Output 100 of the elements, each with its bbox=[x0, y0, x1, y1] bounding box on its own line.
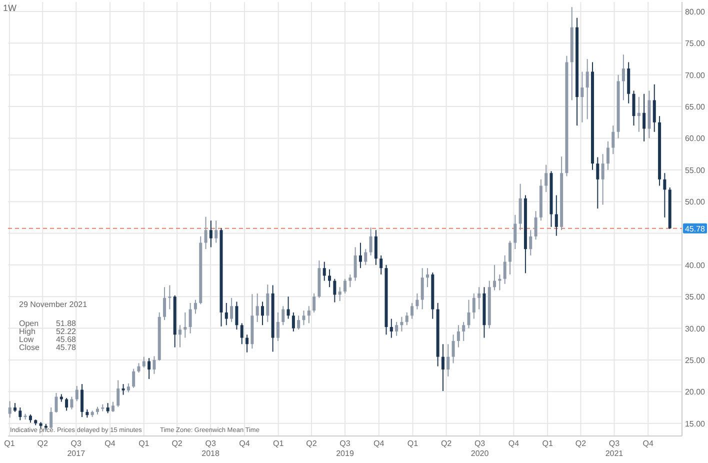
candlestick bbox=[302, 310, 306, 326]
candlestick bbox=[297, 315, 300, 330]
candlestick bbox=[416, 292, 419, 310]
candlestick bbox=[420, 268, 424, 310]
x-tick-label: Q4 bbox=[104, 439, 116, 448]
candlestick bbox=[601, 154, 604, 206]
candlestick bbox=[18, 406, 22, 421]
candlestick bbox=[106, 402, 110, 414]
candlestick bbox=[322, 261, 326, 282]
candlestick bbox=[554, 194, 558, 236]
annotation: 29 November 2021 bbox=[19, 300, 88, 309]
candlestick bbox=[632, 90, 636, 126]
y-tick-label: 60.00 bbox=[684, 134, 706, 144]
x-tick-label: Q1 bbox=[407, 439, 419, 448]
candlestick bbox=[663, 172, 666, 218]
x-tick-label: Q1 bbox=[138, 439, 150, 448]
candlestick bbox=[503, 254, 506, 284]
candlestick bbox=[224, 302, 228, 326]
x-tick-label: Q4 bbox=[508, 439, 520, 448]
x-tick-label: Q1 bbox=[273, 439, 284, 448]
x-tick-label: Q3 2018 bbox=[202, 439, 220, 458]
candlestick bbox=[472, 292, 476, 320]
candlestick bbox=[508, 240, 512, 275]
y-tick-label: 35.00 bbox=[684, 292, 706, 302]
x-tick-label: Q2 bbox=[37, 439, 49, 448]
candlestick bbox=[478, 286, 481, 310]
y-tick-label: 55.00 bbox=[684, 166, 706, 175]
candlestick bbox=[358, 242, 362, 269]
candlestick bbox=[441, 344, 444, 392]
candlestick bbox=[75, 385, 78, 402]
x-tick-label: Q3 2020 bbox=[470, 439, 490, 458]
candlestick bbox=[312, 292, 316, 313]
annotation: 51.88 bbox=[56, 319, 77, 328]
x-tick-label: Q4 bbox=[642, 439, 654, 448]
candlestick bbox=[344, 278, 346, 294]
candlestick bbox=[80, 384, 84, 418]
candlestick bbox=[137, 362, 140, 374]
candlestick bbox=[544, 164, 548, 193]
candlestick bbox=[246, 334, 249, 353]
candlestick bbox=[178, 324, 182, 348]
candlestick bbox=[282, 306, 285, 326]
x-tick-label: Q2 bbox=[440, 439, 452, 448]
candlestick bbox=[498, 274, 502, 291]
x-tick-label: Q2 bbox=[575, 439, 587, 448]
candlestick bbox=[142, 356, 146, 368]
candlestick bbox=[446, 344, 450, 377]
annotation: Low bbox=[19, 335, 34, 344]
candlestick bbox=[65, 397, 68, 412]
y-tick-label: 75.00 bbox=[684, 39, 706, 48]
x-tick-label: Q2 bbox=[172, 439, 183, 448]
candlestick bbox=[514, 214, 517, 250]
candlestick bbox=[534, 210, 538, 240]
ref-line-label: 45.78 bbox=[684, 224, 706, 234]
candlestick bbox=[374, 230, 378, 266]
candlestick bbox=[292, 312, 295, 332]
candlestick bbox=[184, 312, 187, 338]
x-tick-label: Q3 2019 bbox=[336, 439, 354, 458]
x-tick-label: Q1 bbox=[4, 439, 16, 448]
candlestick bbox=[70, 396, 74, 410]
annotation: 45.68 bbox=[56, 335, 77, 344]
candlestick bbox=[328, 268, 332, 288]
annotation: High bbox=[19, 327, 36, 336]
y-tick-label: 15.00 bbox=[684, 419, 706, 428]
candlestick bbox=[410, 302, 414, 320]
candlestick bbox=[622, 54, 625, 101]
annotation: 45.78 bbox=[56, 343, 77, 352]
y-tick-label: 50.00 bbox=[684, 198, 706, 207]
candlestick bbox=[637, 96, 640, 132]
x-tick-label: Q2 bbox=[306, 439, 318, 448]
y-tick-label: 30.00 bbox=[684, 324, 706, 334]
y-tick-label: 70.00 bbox=[684, 70, 706, 80]
candlestick bbox=[276, 312, 280, 342]
y-tick-label: 80.00 bbox=[684, 8, 706, 17]
candlestick bbox=[240, 322, 244, 345]
candlestick bbox=[307, 306, 310, 324]
candlestick bbox=[188, 302, 192, 334]
x-tick-label: Q3 2017 bbox=[67, 439, 86, 458]
candlestick bbox=[405, 312, 408, 326]
candlestick bbox=[596, 156, 600, 210]
candlestick bbox=[116, 380, 120, 408]
candlestick bbox=[606, 140, 610, 170]
x-tick-label: Q4 bbox=[374, 439, 385, 448]
candlestick bbox=[369, 227, 372, 256]
candlestick bbox=[256, 292, 259, 322]
candlestick bbox=[390, 318, 393, 338]
y-tick-label: 20.00 bbox=[684, 388, 706, 397]
candlestick bbox=[426, 268, 429, 288]
candlestick bbox=[467, 299, 470, 329]
candlestick bbox=[493, 264, 496, 291]
x-tick-label: Q1 bbox=[542, 439, 554, 448]
candlestick bbox=[194, 299, 197, 314]
candlestick bbox=[235, 301, 238, 330]
candlestick bbox=[8, 400, 12, 418]
candlestick bbox=[612, 125, 615, 155]
candlestick bbox=[266, 284, 270, 322]
candlestick bbox=[230, 297, 234, 322]
candlestick bbox=[204, 216, 208, 250]
candlestick bbox=[168, 284, 172, 310]
annotation: Open bbox=[19, 319, 39, 328]
candlestick bbox=[529, 230, 532, 256]
